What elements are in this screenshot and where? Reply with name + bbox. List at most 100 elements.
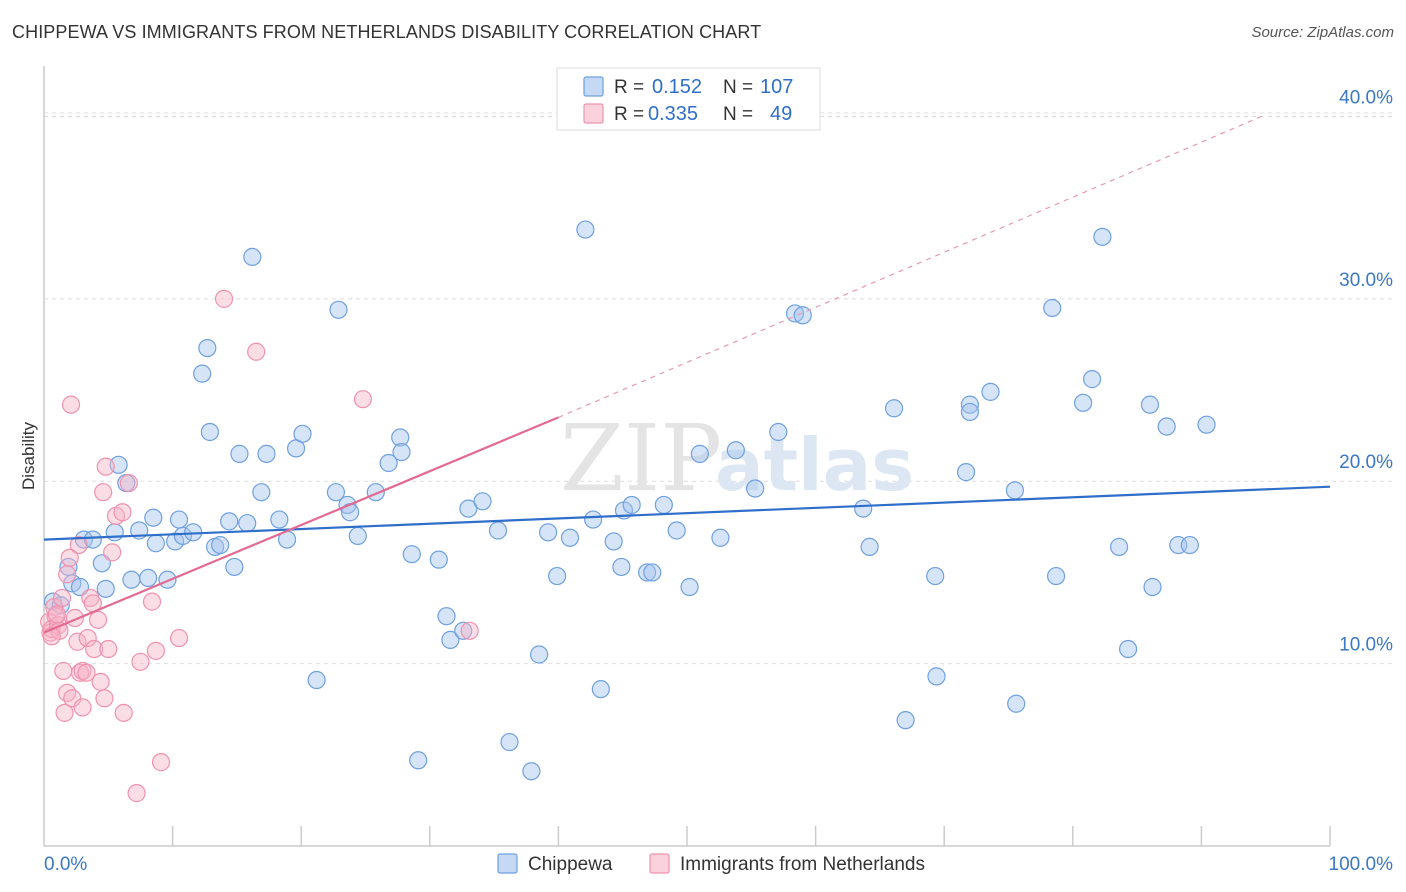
chippewa-point [270,510,289,529]
legend-swatch-netherlands [583,103,604,124]
netherlands-point [52,588,72,608]
chippewa-point [252,483,271,502]
chippewa-point [1143,577,1162,597]
y-tick-label: 20.0% [1339,452,1393,473]
netherlands-point [85,639,104,659]
chippewa-point [348,526,367,546]
chippewa-point [220,512,239,531]
chippewa-point [238,514,257,533]
chippewa-point [391,428,410,447]
chippewa-point [769,422,788,442]
chippewa-point [530,645,549,664]
chippewa-point [667,521,686,540]
netherlands-point [58,565,77,584]
legend-n-value-1: 49 [770,103,792,125]
netherlands-point [68,632,87,651]
chippewa-point [576,220,595,239]
netherlands-point [146,641,165,660]
netherlands-point [214,289,234,308]
chippewa-point [926,566,945,586]
chippewa-point [211,535,230,555]
netherlands-point [54,661,73,681]
netherlands-point [88,610,108,629]
netherlands-point [69,535,88,555]
chippewa-point [441,630,460,650]
y-tick-label: 30.0% [1339,270,1393,291]
netherlands-point [91,672,110,691]
chippewa-point [927,667,946,686]
chippewa-point [409,751,428,770]
chippewa-point [884,399,904,418]
chippewa-point [1073,393,1093,412]
chippewa-point [854,499,873,518]
chippewa-point [144,508,163,527]
netherlands-point [142,592,162,611]
chippewa-point [1093,227,1112,246]
chippewa-point [638,563,657,582]
chippewa-point [243,247,262,267]
legend-r-label-0: R = [614,77,644,98]
netherlands-point [127,784,146,803]
chippewa-point [225,557,244,577]
chippewa-point [1109,537,1129,556]
netherlands-point [119,473,138,493]
netherlands-point [63,689,82,708]
grid-lines [44,112,1392,665]
netherlands-point [113,503,132,522]
chippewa-point [379,453,398,473]
chippewa-point [402,545,421,564]
chippewa-point [257,444,276,463]
chippewa-point [680,577,699,597]
netherlands-trend-line [43,416,559,634]
netherlands-point [60,548,79,567]
netherlands-point [95,689,114,708]
netherlands-point [169,628,189,648]
legend-n-label-1: N = [723,104,753,125]
chippewa-point [860,537,879,556]
chippewa-point [1046,566,1066,586]
chippewa-point [105,523,124,542]
chippewa-point [329,300,348,319]
chippewa-point [500,732,519,752]
netherlands-point [460,621,479,640]
chippewa-point [173,526,192,546]
netherlands-point [61,395,81,414]
bottom-legend-label-chippewa: Chippewa [528,854,613,875]
bottom-legend-label-netherlands: Immigrants from Netherlands [680,854,925,875]
chippewa-point [956,463,976,482]
chippewa-point [539,523,558,542]
chippewa-point [793,306,812,325]
chippewa-point [429,550,448,569]
chippewa-point [1118,639,1138,659]
chippewa-point [654,495,673,515]
trend-lines [43,114,1331,634]
chippewa-point [584,510,603,529]
chippewa-point [193,364,212,383]
netherlands-point [353,390,373,409]
netherlands-point [96,457,115,476]
legend-r-value-0: 0.152 [652,76,702,98]
legend-n-label-0: N = [723,77,753,98]
netherlands-point [114,703,133,722]
x-tick-label-max: 100.0% [1329,854,1394,875]
bottom-legend-swatch-chippewa [497,853,518,874]
chippewa-point [1043,298,1062,318]
chippewa-point [560,528,580,547]
chippewa-point [158,570,177,589]
bottom-legend-swatch-netherlands [649,853,670,874]
chippewa-point [1157,417,1176,436]
chippewa-point [1007,694,1026,713]
netherlands-point [47,605,66,624]
netherlands-trend-extension [558,114,1266,418]
netherlands-point [151,753,171,772]
bottom-legend: Chippewa Immigrants from Netherlands [497,853,925,875]
chippewa-point [622,495,641,515]
netherlands-point [70,663,90,682]
y-tick-labels: 10.0% 20.0% 30.0% 40.0% [1339,87,1393,655]
chippewa-point [326,483,346,502]
netherlands-point [99,639,118,659]
chippewa-point [139,568,158,588]
chippewa-point [437,607,456,626]
chippewa-point [454,621,473,640]
stats-legend: R = 0.152 N = 107 R = 0.335 N = 49 [556,67,821,131]
